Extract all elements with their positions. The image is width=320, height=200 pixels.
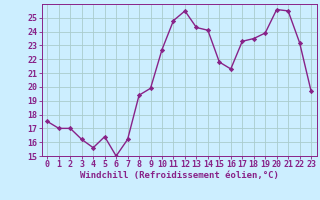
X-axis label: Windchill (Refroidissement éolien,°C): Windchill (Refroidissement éolien,°C): [80, 171, 279, 180]
